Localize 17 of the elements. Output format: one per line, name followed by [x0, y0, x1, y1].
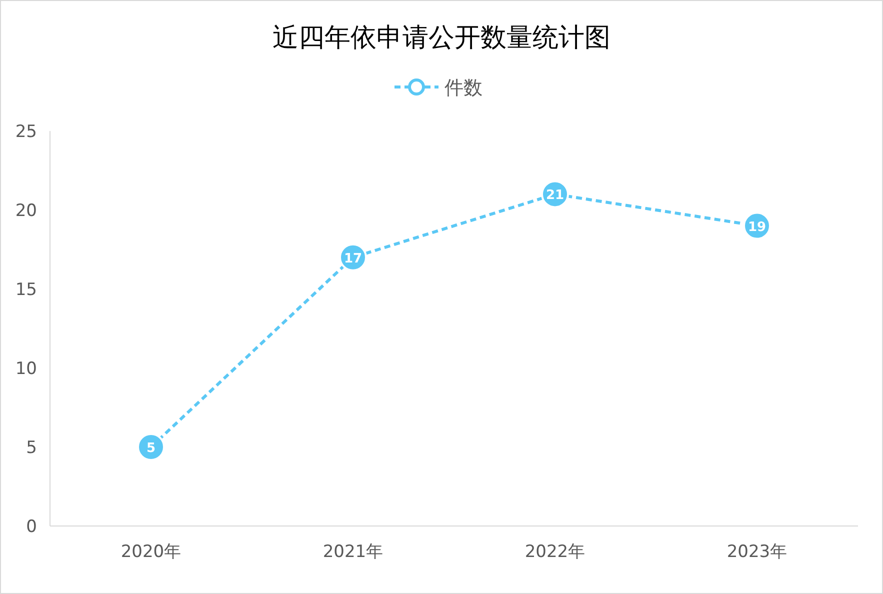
legend-label: 件数 [444, 77, 482, 99]
chart-title: 近四年依申请公开数量统计图 [272, 23, 610, 53]
y-tick-label: 25 [15, 122, 37, 142]
x-tick-label: 2022年 [524, 542, 586, 562]
x-tick-label: 2023年 [726, 542, 788, 562]
x-tick-label: 2021年 [322, 542, 384, 562]
data-label: 21 [546, 188, 564, 204]
data-label: 17 [344, 251, 362, 266]
x-tick-label: 2020年 [120, 542, 182, 562]
data-label: 5 [146, 441, 156, 456]
point [137, 433, 165, 461]
y-tick-label: 10 [15, 359, 37, 379]
y-tick-label: 5 [26, 438, 37, 458]
y-tick-label: 15 [15, 280, 37, 300]
y-tick-label: 20 [15, 201, 37, 221]
y-tick-label: 0 [26, 517, 37, 537]
data-label: 19 [748, 220, 766, 235]
